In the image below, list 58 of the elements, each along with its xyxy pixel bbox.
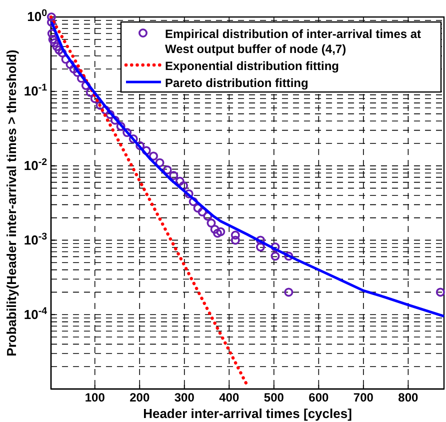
- point: [162, 165, 172, 174]
- y-tick-label: 10$^{-1}$: [24, 82, 48, 99]
- point: [203, 212, 212, 221]
- point: [216, 227, 226, 236]
- legend-label: Pareto distribution fitting: [165, 76, 308, 90]
- point: [116, 122, 126, 131]
- y-tick-label: 10$^{-2}$: [24, 156, 48, 173]
- point: [47, 29, 56, 38]
- legend-label: Exponential distribution fitting: [165, 59, 339, 73]
- point: [256, 242, 265, 252]
- x-tick-label: 800: [398, 390, 419, 405]
- x-tick-label: 400: [219, 390, 240, 405]
- point: [206, 218, 216, 228]
- point: [122, 128, 132, 138]
- x-tick-label: 200: [130, 390, 150, 405]
- point: [142, 146, 151, 156]
- x-tick-label: 100: [84, 390, 106, 405]
- x-tick-label: 600: [308, 390, 329, 405]
- point: [284, 252, 294, 261]
- point: [52, 42, 62, 52]
- y-tick-label: 10$^{-3}$: [24, 230, 48, 248]
- point: [81, 81, 90, 90]
- y-tick-label: 10$^{0}$: [27, 8, 48, 24]
- point: [270, 242, 280, 252]
- point: [46, 18, 56, 27]
- point: [210, 224, 220, 234]
- point: [149, 152, 158, 161]
- point: [46, 12, 56, 22]
- point: [155, 158, 164, 168]
- point: [436, 288, 445, 297]
- point: [54, 46, 64, 55]
- point: [230, 230, 240, 240]
- x-axis-title: Header inter-arrival times [cycles]: [143, 406, 352, 421]
- x-tick-label: 300: [174, 390, 195, 405]
- point: [284, 288, 294, 297]
- point: [76, 74, 86, 83]
- y-tick-label: 10$^{-4}$: [24, 305, 48, 322]
- x-tick-label: 700: [353, 390, 374, 405]
- point: [50, 38, 60, 48]
- point: [175, 176, 184, 186]
- point: [184, 189, 194, 198]
- point: [270, 252, 280, 261]
- point: [178, 181, 188, 190]
- point: [169, 171, 178, 180]
- point: [256, 236, 265, 245]
- point: [136, 141, 145, 150]
- x-tick-label: 500: [264, 390, 284, 405]
- point: [48, 34, 58, 44]
- point: [230, 236, 240, 245]
- point: [110, 116, 120, 125]
- point: [188, 197, 198, 206]
- point: [58, 48, 67, 58]
- point: [213, 228, 222, 238]
- y-axis-title: Probability(Header inter-arrival times > threshold): [4, 50, 19, 356]
- point: [106, 110, 115, 119]
- point: [193, 204, 202, 213]
- point: [128, 134, 138, 144]
- legend-label: Empirical distribution of inter-arrival times at West output buffer of node (4,7): [165, 27, 422, 56]
